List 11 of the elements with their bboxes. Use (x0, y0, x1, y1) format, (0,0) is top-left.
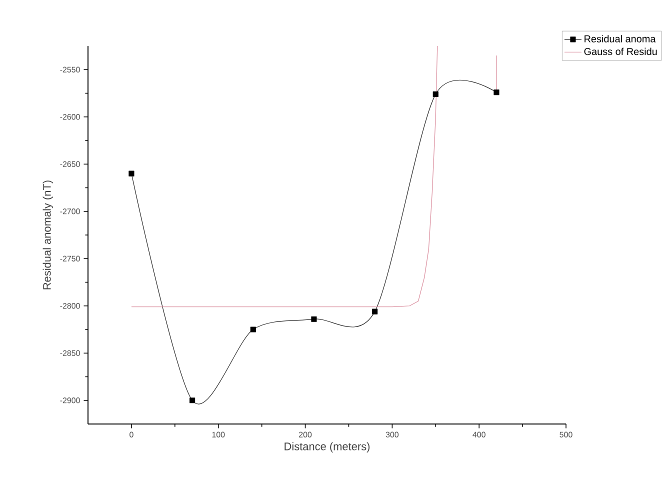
legend-label: Residual anoma (584, 35, 656, 42)
legend-label: Gauss of Residu (584, 48, 657, 56)
x-axis-title: Distance (meters) (284, 442, 370, 452)
point (128, 170, 134, 176)
point (190, 398, 196, 404)
point (250, 326, 256, 332)
point (432, 91, 438, 97)
point (372, 308, 378, 314)
point (311, 316, 317, 322)
y-axis-title: Residual anomaly (nT) (42, 180, 53, 290)
point (494, 90, 500, 96)
